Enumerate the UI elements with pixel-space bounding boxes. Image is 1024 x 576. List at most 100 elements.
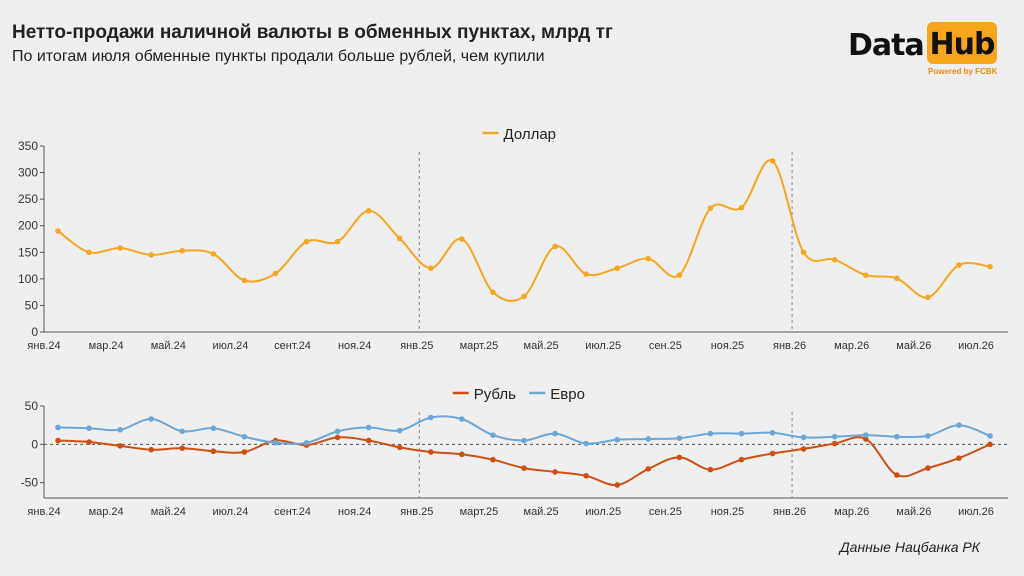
data-point <box>707 430 714 437</box>
data-point <box>831 433 838 440</box>
y-tick-label: 250 <box>18 192 38 206</box>
x-tick-label: янв.24 <box>27 340 60 352</box>
data-point <box>117 426 123 433</box>
data-point <box>241 277 248 284</box>
page-title: Нетто-продажи наличной валюты в обменных… <box>12 22 613 43</box>
data-point <box>676 435 683 442</box>
y-tick-label: 50 <box>25 298 39 312</box>
y-tick-label: 150 <box>18 245 38 259</box>
y-tick-label: 0 <box>31 325 38 339</box>
data-point <box>55 437 61 444</box>
data-point <box>148 446 154 453</box>
y-tick-label: 50 <box>25 399 39 413</box>
y-tick-label: -50 <box>21 476 39 490</box>
x-tick-label: март.25 <box>460 506 499 518</box>
data-point <box>396 444 403 451</box>
data-point <box>831 256 838 263</box>
data-point <box>396 427 403 434</box>
data-point <box>428 449 434 455</box>
x-tick-label: ноя.24 <box>338 340 371 352</box>
data-point <box>365 424 372 431</box>
data-point <box>707 205 714 211</box>
data-point <box>117 443 123 449</box>
x-tick-label: ноя.25 <box>711 506 744 518</box>
data-point <box>956 422 962 428</box>
data-point <box>738 456 745 463</box>
data-point <box>210 425 217 432</box>
data-point <box>800 249 807 256</box>
data-point <box>459 451 465 458</box>
data-point <box>583 472 589 479</box>
x-tick-label: июл.26 <box>958 506 994 518</box>
data-point <box>303 440 310 446</box>
data-point <box>645 466 652 472</box>
data-point <box>241 449 248 455</box>
x-tick-label: янв.25 <box>400 340 433 352</box>
data-point <box>552 430 558 437</box>
chart-1: 0 50 100 150 200 250 300 350 янв.24 мар.24 май.24 и… <box>18 126 1008 352</box>
data-point <box>117 245 123 251</box>
data-point <box>894 472 900 478</box>
logo-hub-box: Hub <box>927 22 997 64</box>
data-point <box>614 482 620 488</box>
source-note: Данные Нацбанка РК <box>839 539 980 555</box>
data-point <box>334 434 341 441</box>
data-point <box>490 289 496 295</box>
x-tick-label: янв.26 <box>773 340 806 352</box>
legend-entry: Рубль <box>474 386 516 403</box>
data-point <box>241 433 248 440</box>
data-point <box>272 440 279 446</box>
data-point <box>769 158 776 164</box>
data-point <box>769 450 776 457</box>
data-point <box>925 294 931 301</box>
x-tick-label: сен.25 <box>649 506 682 518</box>
legend-entry: Евро <box>550 386 585 403</box>
data-point <box>583 271 589 277</box>
x-tick-label: май.24 <box>151 340 186 352</box>
data-point <box>521 437 527 444</box>
x-tick-label: сент.24 <box>274 506 311 518</box>
data-point <box>428 414 434 421</box>
x-tick-label: июл.25 <box>585 506 621 518</box>
data-point <box>428 265 434 272</box>
data-point <box>614 265 620 272</box>
x-tick-label: май.25 <box>524 506 559 518</box>
data-point <box>490 432 496 438</box>
y-tick-label: 350 <box>18 139 38 153</box>
y-tick-label: 300 <box>18 166 38 180</box>
x-tick-label: июл.26 <box>958 340 994 352</box>
chart-2: -50 0 50 янв.24 мар.24 май.24 июл.24 сент.24 ноя… <box>21 386 1008 518</box>
data-point <box>987 433 993 439</box>
page-subtitle: По итогам июля обменные пункты продали б… <box>12 48 545 65</box>
data-point <box>987 263 993 270</box>
y-tick-label: 200 <box>18 219 38 233</box>
data-point <box>800 446 807 452</box>
data-point <box>179 428 186 435</box>
data-point <box>925 433 931 439</box>
x-tick-label: май.26 <box>896 340 931 352</box>
data-point <box>148 416 154 422</box>
data-point <box>552 243 558 250</box>
y-tick-label: 100 <box>18 272 38 286</box>
data-point <box>365 208 372 214</box>
y-tick-label: 0 <box>31 437 38 451</box>
data-point <box>365 437 372 444</box>
data-point <box>86 425 92 432</box>
data-point <box>676 454 683 461</box>
x-tick-label: май.26 <box>896 506 931 518</box>
data-point <box>894 275 900 282</box>
data-point <box>583 440 589 447</box>
data-point <box>210 448 217 455</box>
data-point <box>303 238 310 245</box>
x-tick-label: май.25 <box>524 340 559 352</box>
x-tick-label: март.25 <box>460 340 499 352</box>
data-point <box>925 465 931 471</box>
x-tick-label: янв.25 <box>400 506 433 518</box>
x-tick-label: май.24 <box>151 506 186 518</box>
data-point <box>55 228 61 234</box>
datahub-logo: Data Hub Powered by FCBK <box>848 22 998 78</box>
x-tick-label: июл.24 <box>212 340 248 352</box>
data-point <box>800 434 807 441</box>
data-point <box>862 432 869 438</box>
